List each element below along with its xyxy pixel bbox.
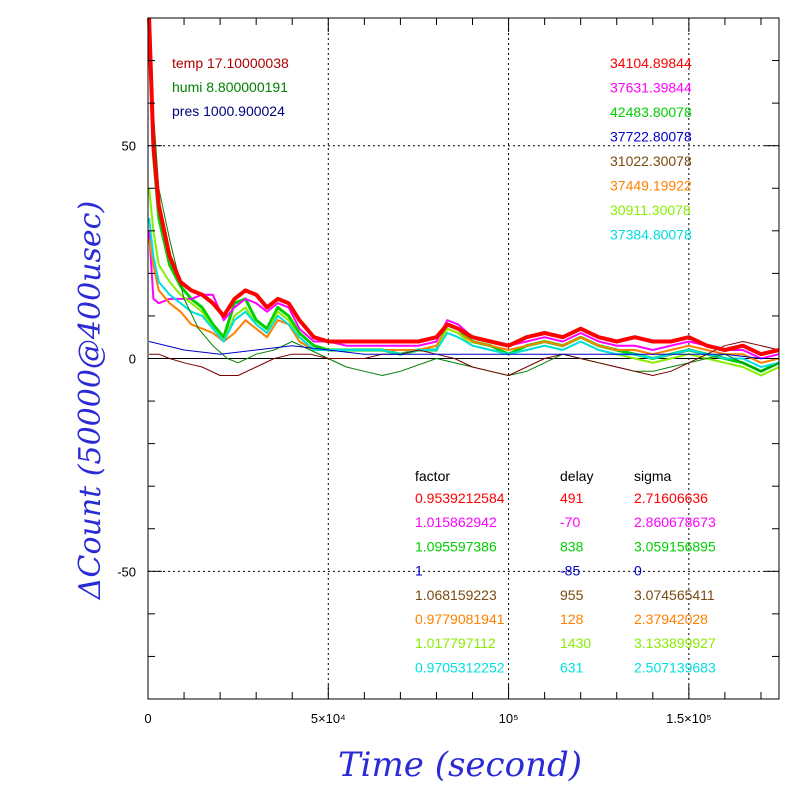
x-tick-label: 5×10⁴ (311, 711, 346, 726)
env-label: humi 8.800000191 (172, 79, 288, 95)
table-cell: 3.074565411 (634, 587, 715, 603)
table-cell: 3.059156895 (634, 538, 716, 554)
table-cell: 0.9705312252 (415, 659, 505, 675)
y-axis-title: ΔCount (50000@400usec) (73, 201, 108, 600)
series-line (148, 230, 780, 360)
series-value-label: 37631.39844 (610, 80, 692, 96)
table-cell: 2.860678673 (634, 514, 716, 530)
table-cell: 955 (560, 587, 584, 603)
table-cell: 631 (560, 659, 584, 675)
table-cell: 0.9779081941 (415, 611, 505, 627)
table-cell: 2.71606636 (634, 490, 708, 506)
series-line (148, 341, 779, 359)
x-tick-label: 1.5×10⁵ (666, 711, 712, 726)
table-cell: 1.095597386 (415, 538, 497, 554)
table-cell: 2.507139683 (634, 659, 716, 675)
table-header: sigma (634, 468, 672, 484)
series-value-label: 42483.80078 (610, 104, 692, 120)
table-cell: 491 (560, 490, 584, 506)
table-cell: -70 (560, 514, 580, 530)
table-cell: -85 (560, 563, 580, 579)
series-line (149, 341, 780, 376)
x-tick-label: 10⁵ (499, 711, 519, 726)
table-cell: 0.9539212584 (415, 490, 505, 506)
table-cell: 1.068159223 (415, 587, 497, 603)
table-cell: 838 (560, 538, 584, 554)
y-tick-label: 0 (129, 352, 136, 367)
x-axis-title: Time (second) (338, 745, 582, 785)
table-cell: 1.017797112 (415, 635, 496, 651)
series-value-label: 34104.89844 (610, 55, 692, 71)
series-value-label: 37722.80078 (610, 129, 692, 145)
y-tick-label: 50 (122, 139, 136, 154)
env-label: pres 1000.900024 (172, 103, 285, 119)
table-cell: 3.133899927 (634, 635, 716, 651)
table-cell: 1430 (560, 635, 591, 651)
y-tick-label: -50 (117, 564, 136, 579)
table-header: delay (560, 468, 593, 484)
series-value-label: 31022.30078 (610, 153, 692, 169)
table-cell: 1.015862942 (415, 514, 497, 530)
stats-table: factor delay sigma 0.9539212584 491 2.7160663… (415, 468, 716, 675)
series-value-label: 37449.19922 (610, 178, 692, 194)
series-value-labels: 34104.89844 37631.39844 42483.80078 37722.8… (610, 55, 692, 243)
series-line (147, 17, 780, 357)
environment-labels: temp 17.10000038 humi 8.800000191 pres 100… (172, 55, 289, 119)
table-header: factor (415, 468, 450, 484)
env-label: temp 17.10000038 (172, 55, 289, 71)
series-layer (147, 17, 780, 377)
series-line (148, 52, 780, 376)
table-cell: 0 (634, 563, 642, 579)
series-value-label: 30911.30078 (610, 202, 691, 218)
series-value-label: 37384.80078 (610, 227, 692, 243)
plot-frame (147, 17, 780, 700)
table-cell: 2.37942028 (634, 611, 708, 627)
table-cell: 128 (560, 611, 584, 627)
x-tick-label: 0 (144, 711, 151, 726)
table-cell: 1 (415, 563, 423, 579)
series-line (148, 239, 780, 364)
tick-labels: 0 5×10⁴ 10⁵ 1.5×10⁵ -50 0 50 (117, 139, 711, 726)
